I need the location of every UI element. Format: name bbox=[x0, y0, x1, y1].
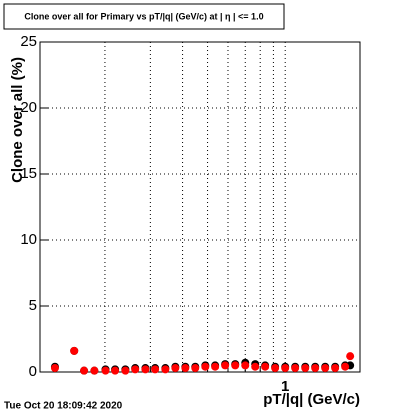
marker bbox=[131, 365, 140, 374]
marker bbox=[181, 364, 190, 373]
marker bbox=[271, 364, 280, 373]
marker bbox=[101, 366, 110, 375]
y-axis-label: Clone over all (%) bbox=[9, 57, 26, 183]
marker bbox=[80, 366, 89, 375]
marker bbox=[141, 365, 150, 374]
y-tick-label: 0 bbox=[29, 363, 37, 380]
marker bbox=[301, 364, 310, 373]
x-tick-label: 1 bbox=[281, 378, 289, 395]
marker bbox=[171, 364, 180, 373]
marker bbox=[261, 362, 270, 371]
chart-title: Clone over all for Primary vs pT/|q| (Ge… bbox=[24, 11, 263, 21]
marker bbox=[311, 364, 320, 373]
y-tick-label: 15 bbox=[20, 165, 37, 182]
y-tick-label: 20 bbox=[20, 99, 37, 116]
marker bbox=[221, 361, 230, 370]
y-tick-label: 10 bbox=[20, 231, 37, 248]
marker bbox=[341, 362, 350, 371]
marker bbox=[70, 346, 79, 355]
marker bbox=[241, 361, 250, 370]
marker bbox=[321, 364, 330, 373]
marker bbox=[331, 364, 340, 373]
marker bbox=[191, 364, 200, 373]
marker bbox=[151, 365, 160, 374]
marker bbox=[291, 364, 300, 373]
marker bbox=[121, 366, 130, 375]
marker bbox=[281, 364, 290, 373]
y-tick-label: 25 bbox=[20, 33, 37, 50]
plot-frame bbox=[39, 41, 361, 373]
marker bbox=[50, 364, 59, 373]
marker bbox=[90, 366, 99, 375]
marker bbox=[161, 365, 170, 374]
marker bbox=[111, 366, 120, 375]
x-axis-label: pT/|q| (GeV/c) bbox=[263, 391, 360, 408]
title-box bbox=[3, 3, 285, 30]
y-tick-label: 5 bbox=[29, 297, 37, 314]
marker bbox=[211, 362, 220, 371]
marker bbox=[231, 361, 240, 370]
marker bbox=[251, 362, 260, 371]
marker bbox=[201, 362, 210, 371]
footer-date: Tue Oct 20 18:09:42 2020 bbox=[4, 401, 123, 412]
marker bbox=[346, 352, 355, 361]
